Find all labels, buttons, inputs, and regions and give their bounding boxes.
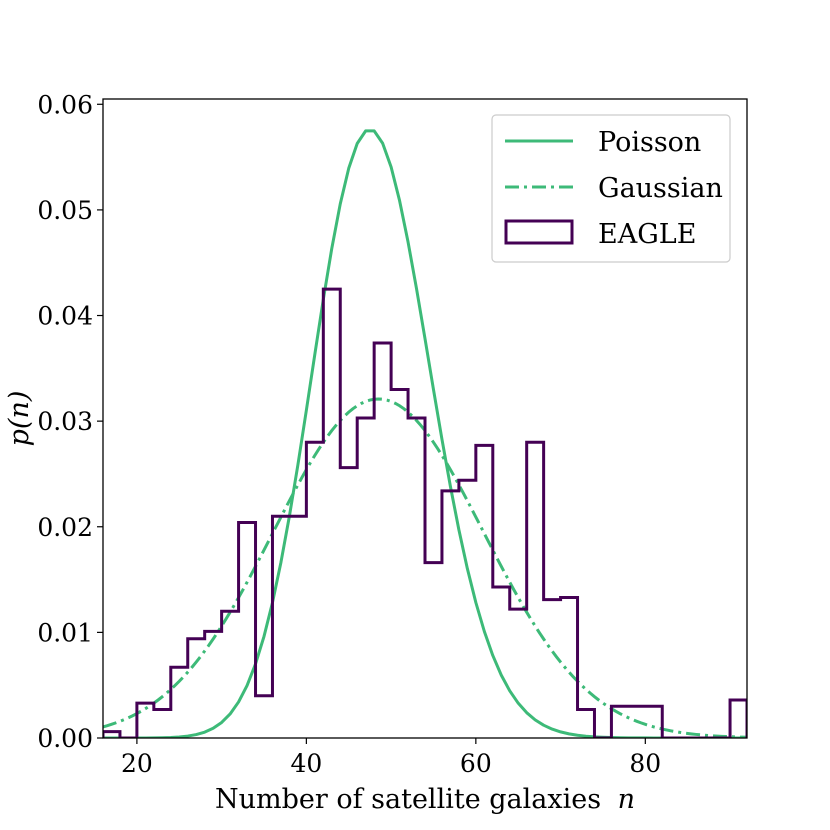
y-axis-label: p(n) [4,391,35,447]
legend-eagle-swatch [504,219,574,245]
eagle-histogram [103,287,747,738]
y-tick-label: 0.05 [37,196,93,225]
x-axis-label: Number of satellite galaxies n [215,784,635,815]
legend-gaussian-label: Gaussian [598,173,723,204]
gaussian-curve [103,397,747,738]
y-tick-label: 0.01 [37,618,93,647]
x-tick-label: 60 [460,749,492,778]
y-tick-label: 0.02 [37,513,93,542]
y-tick-label: 0.00 [37,724,93,753]
x-tick-label: 80 [629,749,661,778]
legend-eagle-label: EAGLE [598,219,696,250]
y-tick-label: 0.03 [37,407,93,436]
x-tick-label: 20 [121,749,153,778]
legend-box [491,114,731,263]
legend-poisson-label: Poisson [598,127,701,158]
y-tick-label: 0.04 [37,302,93,331]
x-tick-label: 40 [290,749,322,778]
axes-frame [102,98,748,739]
ticks: 20 40 60 80 0.00 0.01 0.02 0.03 0.04 0.05 0.06 [37,90,661,778]
y-tick-label: 0.06 [37,90,93,119]
legend: Poisson Gaussian EAGLE [491,114,731,263]
